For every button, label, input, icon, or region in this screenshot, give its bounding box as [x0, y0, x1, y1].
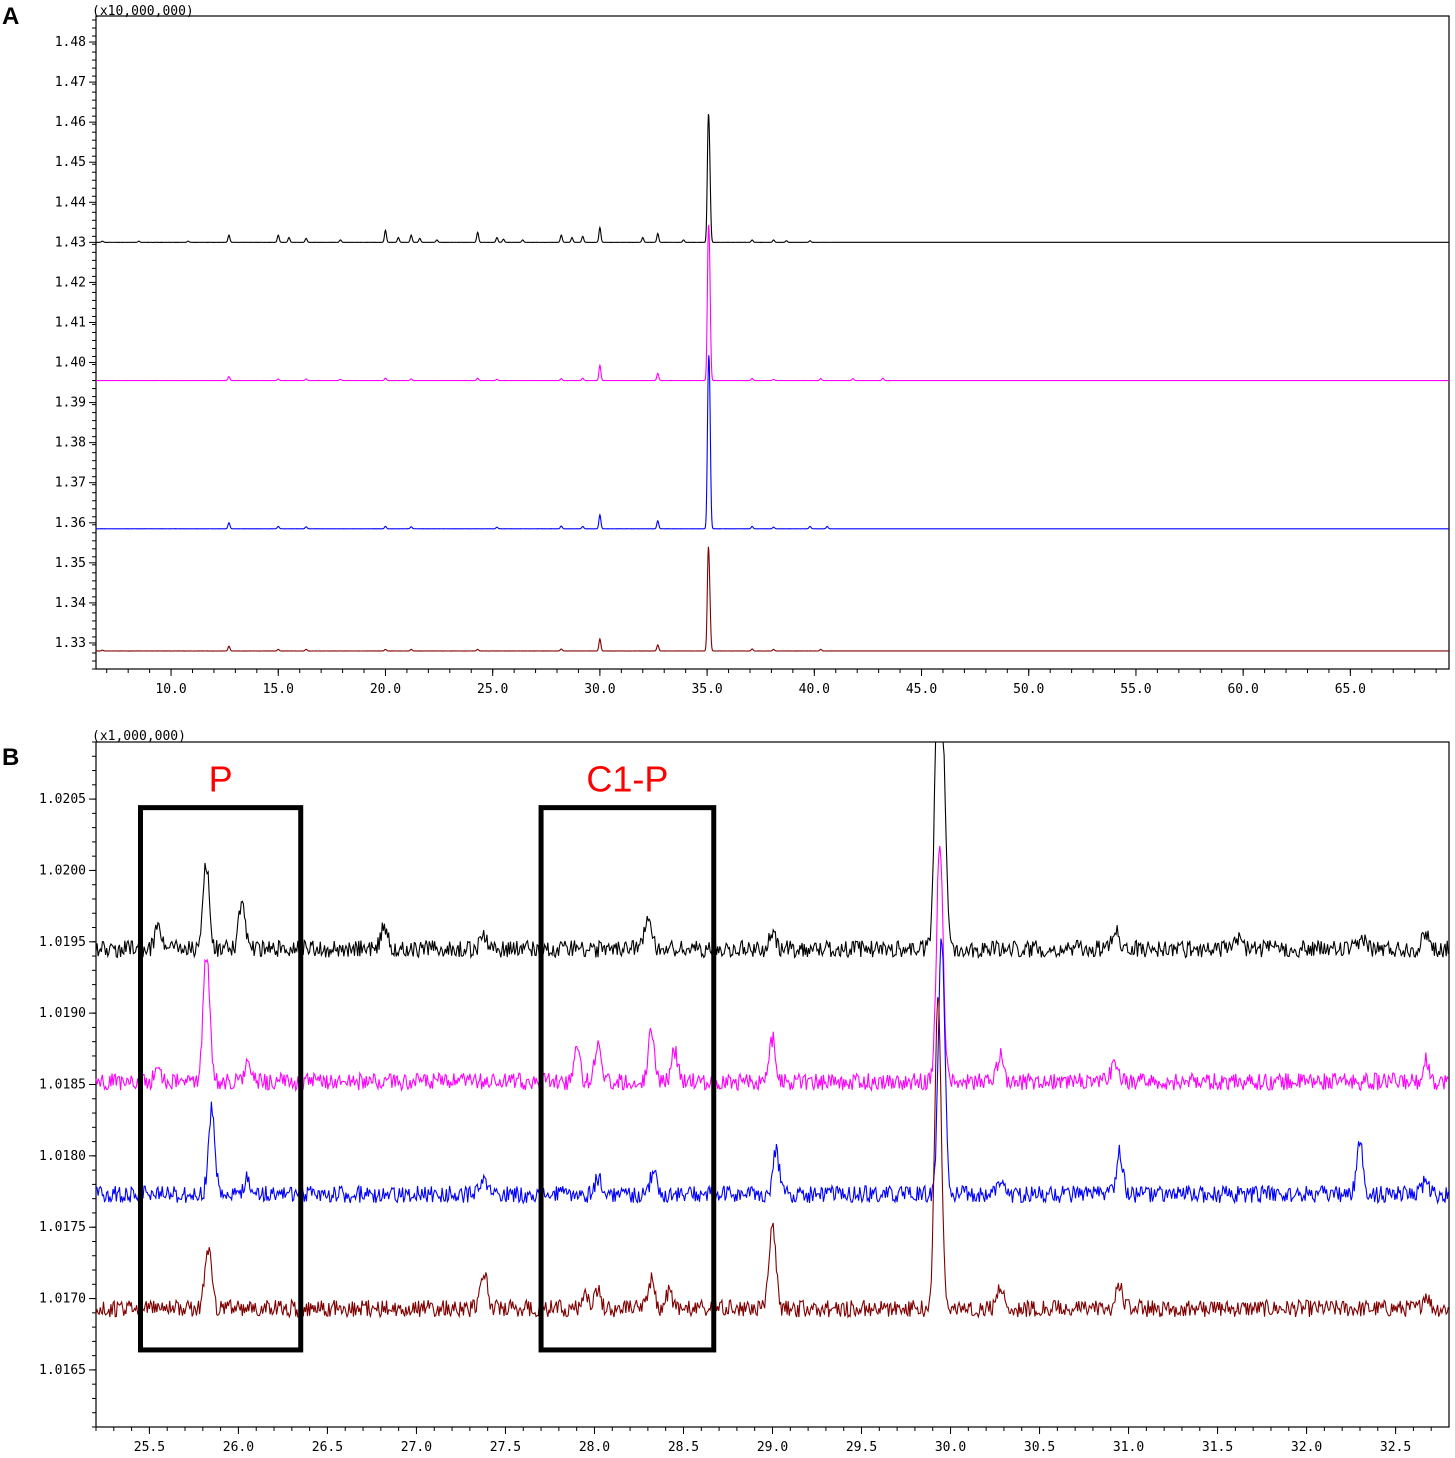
y-tick-label: 1.43 [55, 235, 86, 250]
x-tick-label: 26.0 [223, 1440, 254, 1455]
y-tick-label: 1.0190 [39, 1006, 86, 1021]
panel-a-multiplier: (x10,000,000) [92, 4, 194, 19]
x-tick-label: 30.0 [935, 1440, 966, 1455]
panel-b-multiplier: (x1,000,000) [92, 729, 186, 744]
x-tick-label: 10.0 [155, 682, 186, 697]
y-tick-label: 1.0195 [39, 935, 86, 950]
y-tick-label: 1.44 [55, 195, 86, 210]
x-tick-label: 60.0 [1227, 682, 1258, 697]
x-tick-label: 28.5 [668, 1440, 699, 1455]
panel-b: B (x1,000,000) 1.0165 1.0170 1.0175 1.0180 1… [2, 729, 1450, 1455]
annotation-label: P [209, 759, 233, 800]
y-tick-label: 1.47 [55, 75, 86, 90]
y-tick-label: 1.38 [55, 436, 86, 451]
series-trace [95, 546, 1449, 652]
x-tick-label: 27.5 [490, 1440, 521, 1455]
x-tick-label: 29.5 [846, 1440, 877, 1455]
series-trace [95, 741, 1449, 960]
y-tick-label: 1.41 [55, 315, 86, 330]
y-tick-label: 1.45 [55, 155, 86, 170]
y-tick-label: 1.39 [55, 396, 86, 411]
plot-frame [95, 15, 1450, 670]
x-tick-label: 50.0 [1013, 682, 1044, 697]
x-tick-label: 35.0 [691, 682, 722, 697]
y-tick-label: 1.37 [55, 476, 86, 491]
y-tick-label: 1.33 [55, 636, 86, 651]
x-tick-label: 27.0 [401, 1440, 432, 1455]
y-tick-label: 1.0165 [39, 1363, 86, 1378]
y-tick-label: 1.0175 [39, 1220, 86, 1235]
y-tick-label: 1.0185 [39, 1078, 86, 1093]
annotation-box [538, 805, 717, 1353]
x-tick-label: 32.0 [1291, 1440, 1322, 1455]
x-tick-label: 20.0 [370, 682, 401, 697]
x-tick-label: 30.0 [584, 682, 615, 697]
y-tick-label: 1.0200 [39, 863, 86, 878]
y-tick-label: 1.48 [55, 35, 86, 50]
x-tick-label: 45.0 [906, 682, 937, 697]
y-tick-label: 1.0205 [39, 792, 86, 807]
y-tick-label: 1.0170 [39, 1292, 86, 1307]
annotation-label: C1-P [586, 759, 668, 800]
x-tick-label: 31.0 [1113, 1440, 1144, 1455]
y-tick-label: 1.42 [55, 275, 86, 290]
series-trace [95, 355, 1449, 530]
x-tick-label: 30.5 [1024, 1440, 1055, 1455]
x-tick-label: 25.0 [477, 682, 508, 697]
series-trace [95, 997, 1449, 1319]
x-tick-label: 32.5 [1380, 1440, 1411, 1455]
x-tick-label: 25.5 [134, 1440, 165, 1455]
y-tick-label: 1.40 [55, 356, 86, 371]
panel-b-label: B [2, 744, 19, 771]
y-tick-label: 1.0180 [39, 1149, 86, 1164]
panel-a: A (x10,000,000) 1.33 1.34 1.35 1.36 1.37 1.38… [2, 3, 1450, 697]
y-tick-label: 1.46 [55, 115, 86, 130]
x-tick-label: 29.0 [757, 1440, 788, 1455]
annotation-box [138, 805, 304, 1353]
y-tick-label: 1.34 [55, 596, 86, 611]
y-tick-label: 1.36 [55, 516, 86, 531]
x-tick-label: 15.0 [263, 682, 294, 697]
series-trace [95, 845, 1449, 1093]
x-tick-label: 28.0 [579, 1440, 610, 1455]
x-tick-label: 26.5 [312, 1440, 343, 1455]
panel-a-label: A [2, 3, 19, 30]
x-tick-label: 31.5 [1202, 1440, 1233, 1455]
x-tick-label: 55.0 [1120, 682, 1151, 697]
y-tick-label: 1.35 [55, 556, 86, 571]
x-tick-label: 40.0 [799, 682, 830, 697]
series-trace [95, 224, 1449, 382]
x-tick-label: 65.0 [1335, 682, 1366, 697]
series-trace [95, 938, 1449, 1205]
series-trace [95, 113, 1449, 243]
